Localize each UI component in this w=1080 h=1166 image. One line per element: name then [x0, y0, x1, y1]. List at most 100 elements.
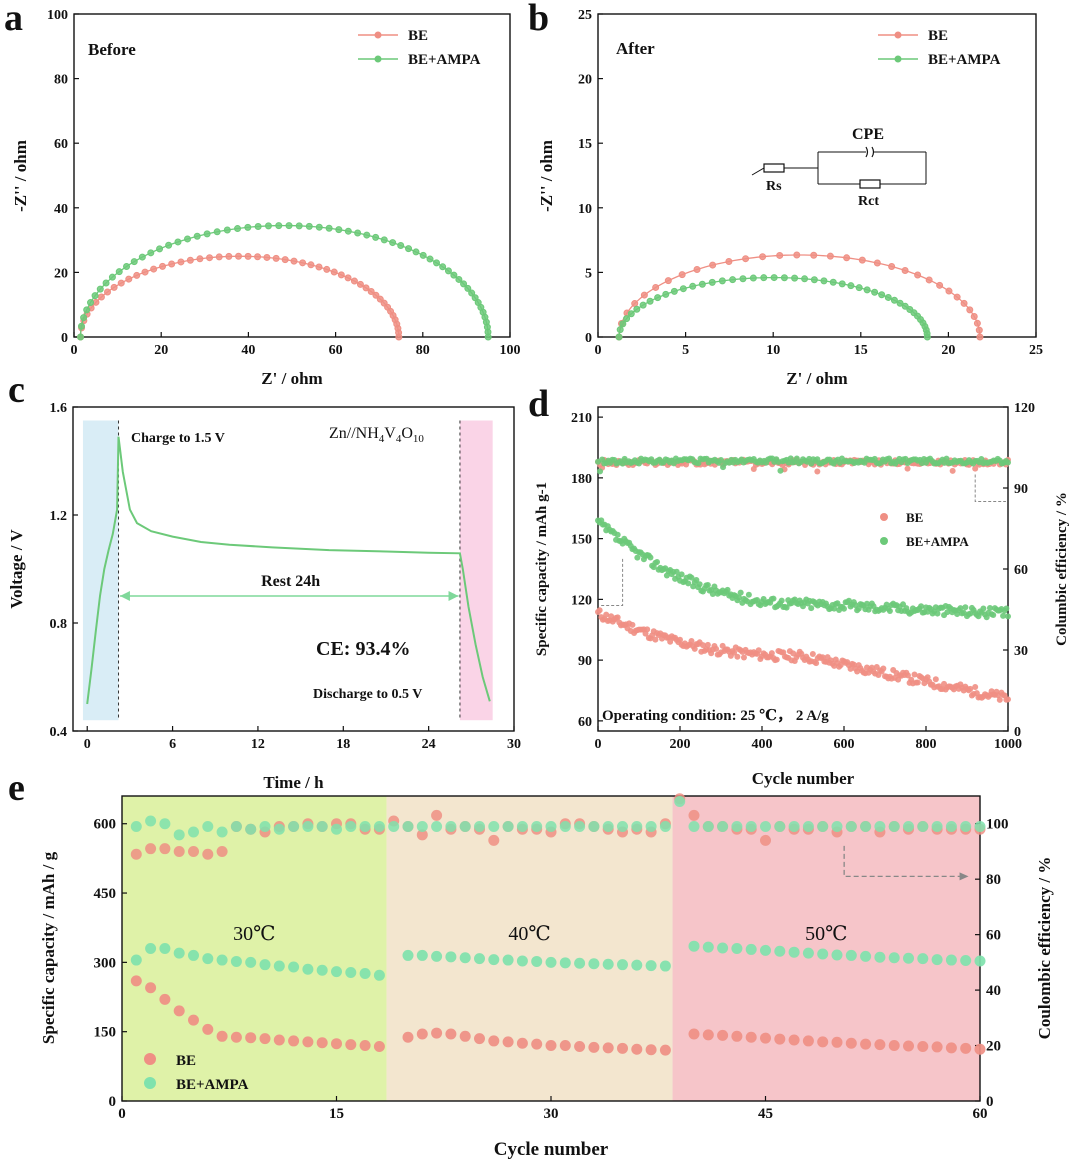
e-capacity-point-1: [817, 948, 829, 960]
d-capacity-point-0: [699, 642, 706, 649]
d-capacity-point-1: [704, 582, 711, 589]
b-series-0-point: [759, 253, 767, 261]
a-series-1-point: [108, 273, 116, 281]
b-y-tick-label: 15: [578, 137, 592, 152]
b-series-0-point: [843, 254, 851, 262]
b-series-0-point: [945, 287, 953, 295]
a-series-1-point: [203, 230, 211, 238]
a-series-1-point: [102, 279, 110, 287]
d-annotation: Operating condition: 25 ℃， 2 A/g: [602, 708, 829, 724]
d-capacity-point-0: [1005, 696, 1011, 703]
e-capacity-point-0: [903, 1040, 914, 1052]
a-series-1-point: [130, 258, 138, 266]
e-capacity-point-0: [588, 1041, 600, 1053]
b-series-1-point: [708, 278, 716, 286]
b-x-axis-label: Z' / ohm: [786, 369, 847, 388]
d-capacity-point-1: [1005, 613, 1011, 620]
e-capacity-point-0: [216, 1030, 228, 1042]
d-y2-tick-label: 60: [1014, 563, 1028, 578]
a-series-0-point: [367, 288, 375, 296]
a-annotation: Before: [88, 40, 136, 59]
e-capacity-point-0: [130, 975, 142, 987]
e-capacity-point-1: [331, 966, 342, 978]
d-legend-marker: [880, 513, 888, 521]
b-series-1-point: [633, 305, 641, 313]
b-series-0-point: [858, 256, 866, 264]
e-capacity-point-0: [702, 1029, 714, 1041]
c-rest-arrow-head: [119, 591, 130, 601]
c-cell-label-part: 4: [379, 433, 385, 445]
b-circuit-resistor-rct: [859, 179, 881, 189]
e-capacity-point-0: [431, 1027, 443, 1039]
b-legend-marker: [894, 31, 902, 39]
a-series-1-point: [455, 275, 463, 283]
e-ce-pointer-arrow-head: [959, 872, 969, 881]
a-y-tick-label: 40: [54, 202, 68, 217]
d-capacity-point-1: [886, 607, 893, 614]
c-y-tick-label: 0.8: [50, 617, 68, 632]
d-capacity-point-0: [914, 679, 921, 686]
e-ce-point-1: [359, 821, 371, 832]
e-ce-point-1: [331, 823, 342, 835]
d-capacity-point-1: [647, 554, 654, 561]
a-series-1-point: [405, 245, 413, 253]
d-capacity-point-1: [688, 574, 695, 581]
b-series-1-point: [619, 320, 627, 328]
d-capacity-point-0: [904, 672, 911, 679]
d-capacity-point-0: [629, 621, 636, 628]
e-capacity-point-0: [188, 1014, 199, 1026]
e-capacity-point-1: [602, 958, 614, 970]
a-series-1-point: [77, 322, 85, 330]
d-capacity-point-1: [934, 610, 941, 617]
d-capacity-point-1: [736, 594, 743, 601]
e-capacity-point-1: [860, 950, 872, 962]
b-series-1-point: [662, 290, 670, 298]
e-capacity-point-1: [173, 947, 185, 959]
a-series-0-point: [104, 288, 112, 296]
e-capacity-point-0: [931, 1041, 943, 1053]
e-y-tick-label: 150: [94, 1025, 117, 1041]
a-series-1-point: [354, 229, 362, 237]
a-series-0-point: [150, 265, 158, 273]
panel-e-temperature-cycling: 30℃ 40℃ 50℃0 15 30 45 600150300450600020406080…: [8, 767, 1054, 1160]
e-capacity-point-1: [316, 964, 328, 976]
b-series-1-point: [896, 299, 904, 307]
e-capacity-point-0: [845, 1037, 857, 1049]
e-capacity-point-0: [402, 1031, 414, 1043]
e-region-label: 40℃: [508, 923, 550, 945]
b-series-0-point: [725, 257, 733, 265]
d-capacity-point-1: [693, 577, 700, 584]
a-series-1-point: [380, 236, 388, 244]
e-capacity-point-1: [445, 951, 457, 963]
a-series-1-point: [174, 238, 182, 246]
a-series-1-point: [344, 227, 352, 235]
d-x-axis-label: Cycle number: [752, 769, 855, 788]
d-capacity-point-1: [685, 580, 692, 587]
d-capacity-point-0: [813, 660, 820, 667]
a-series-0-point: [244, 252, 252, 260]
e-capacity-point-0: [617, 1042, 628, 1054]
d-ce-point-0: [904, 465, 911, 472]
d-capacity-point-0: [704, 641, 711, 648]
d-capacity-point-0: [652, 636, 659, 643]
a-plot-frame: [73, 13, 511, 338]
d-capacity-point-0: [932, 676, 939, 683]
b-series-0-point: [640, 291, 648, 299]
a-series-1-point: [460, 280, 468, 288]
b-series-0-point: [888, 262, 896, 270]
e-capacity-point-1: [159, 943, 171, 954]
e-capacity-point-1: [931, 954, 943, 966]
a-series-0-point: [168, 260, 176, 268]
e-ce-point-1: [788, 821, 800, 832]
e-capacity-point-1: [831, 949, 843, 961]
e-capacity-point-1: [130, 954, 142, 966]
e-capacity-point-0: [888, 1040, 900, 1052]
e-y2-tick-label: 40: [986, 983, 1001, 999]
a-x-tick-label: 20: [154, 343, 168, 358]
b-series-1-point: [810, 276, 818, 284]
e-capacity-point-1: [302, 963, 314, 975]
e-ce-point-1: [602, 821, 614, 832]
b-series-0-point: [826, 252, 834, 260]
e-capacity-point-1: [688, 940, 700, 952]
b-series-1-point: [616, 326, 624, 334]
